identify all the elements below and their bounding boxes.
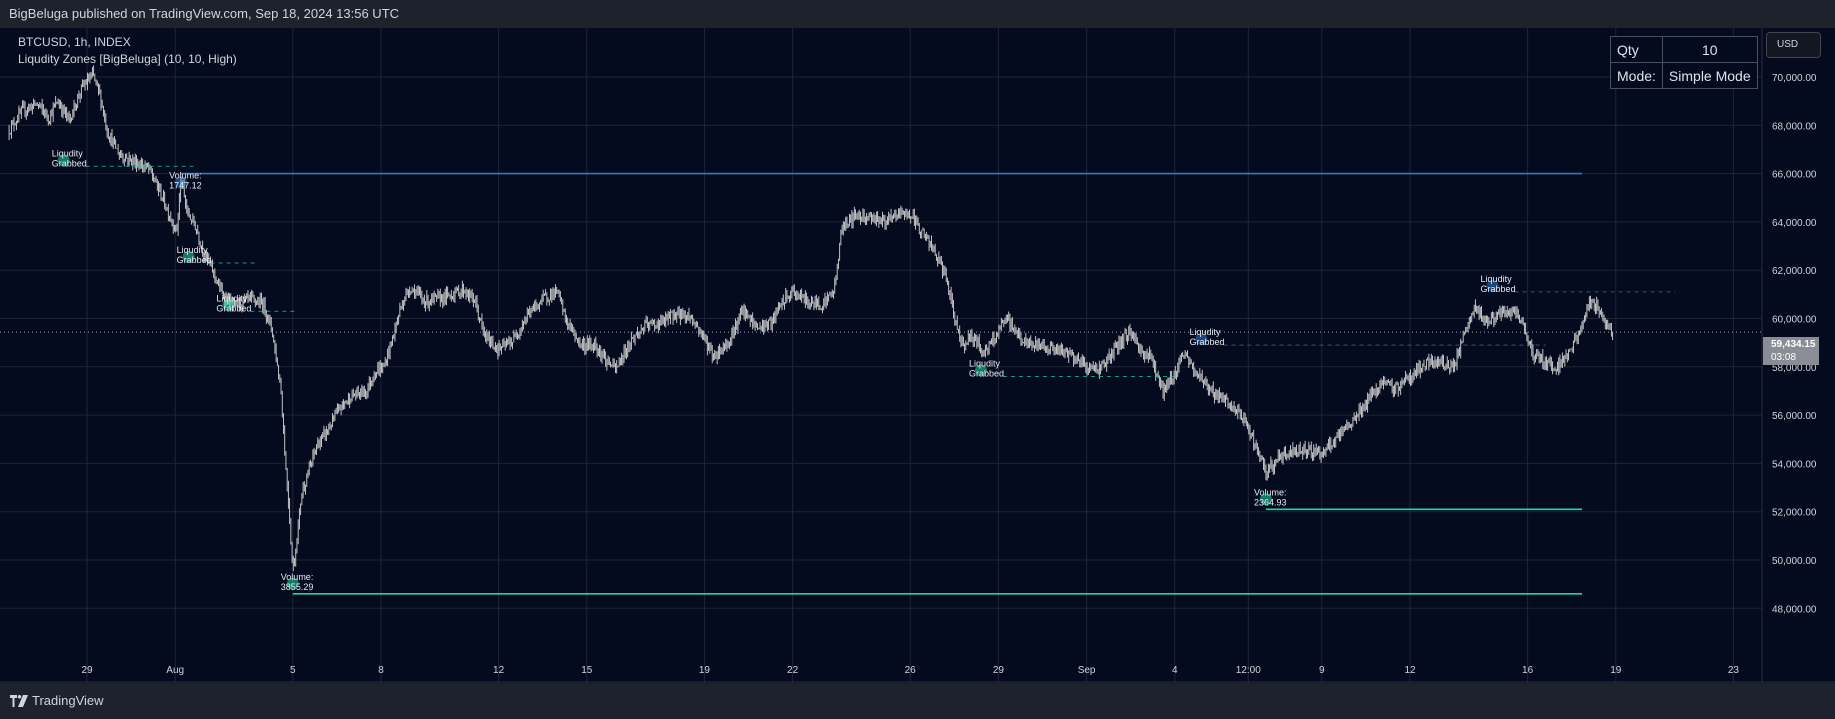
x-tick-label: 29 (81, 665, 93, 676)
grabbed-label-line1: Liqudity (1481, 274, 1513, 284)
grabbed-label-line1: Liqudity (216, 293, 248, 303)
grabbed-marker (182, 250, 195, 263)
x-tick-label: 26 (905, 665, 917, 676)
settings-table: Qty 10 Mode: Simple Mode (1610, 36, 1758, 89)
footer-bar: TradingView (0, 683, 1835, 719)
y-tick-label: 50,000.00 (1772, 556, 1817, 567)
x-tick-label: 12 (1404, 665, 1416, 676)
grabbed-label-line1: Liqudity (1190, 327, 1222, 337)
current-price-tag: 59,434.15 03:08 (1763, 337, 1819, 365)
grabbed-marker (1486, 279, 1499, 292)
bar-countdown: 03:08 (1771, 352, 1797, 363)
y-tick-label: 60,000.00 (1772, 315, 1817, 326)
volume-label-value: 3855.29 (281, 582, 314, 592)
tradingview-icon (10, 695, 28, 707)
publisher-text: BigBeluga published on TradingView.com, … (9, 6, 400, 21)
mode-value: Simple Mode (1661, 62, 1758, 89)
y-tick-label: 48,000.00 (1772, 604, 1817, 615)
x-tick-label: Aug (166, 665, 184, 676)
volume-label-title: Volume: (281, 572, 314, 582)
indicator-label[interactable]: Liqudity Zones [BigBeluga] (10, 10, High… (18, 52, 237, 66)
grabbed-label-line2: Grabbed (177, 255, 212, 265)
grabbed-label-line1: Liqudity (969, 358, 1001, 368)
grabbed-label-line2: Grabbed (969, 368, 1004, 378)
grabbed-label-line2: Grabbed (216, 303, 251, 313)
volume-marker (286, 577, 299, 590)
y-tick-label: 52,000.00 (1772, 508, 1817, 519)
x-tick-label: 9 (1319, 665, 1325, 676)
symbol-label[interactable]: BTCUSD, 1h, INDEX (18, 35, 131, 49)
footer-brand: TradingView (32, 693, 104, 708)
x-tick-label: 16 (1522, 665, 1534, 676)
qty-value: 10 (1661, 36, 1758, 63)
currency-button[interactable]: USD (1766, 32, 1821, 58)
x-tick-label: 15 (581, 665, 593, 676)
x-tick-label: 12:00 (1236, 665, 1261, 676)
volume-marker (175, 176, 188, 189)
y-tick-label: 70,000.00 (1772, 73, 1817, 84)
volume-label-title: Volume: (1254, 487, 1287, 497)
y-tick-label: 68,000.00 (1772, 121, 1817, 132)
y-tick-label: 66,000.00 (1772, 170, 1817, 181)
grabbed-label-line1: Liqudity (177, 245, 209, 255)
chart-legend: BTCUSD, 1h, INDEX Liqudity Zones [BigBel… (18, 34, 237, 68)
x-tick-label: 19 (1610, 665, 1622, 676)
y-tick-label: 62,000.00 (1772, 266, 1817, 277)
x-tick-label: 22 (787, 665, 799, 676)
qty-label: Qty (1610, 36, 1663, 63)
price-chart[interactable]: 48,000.00 50,000.00 52,000.00 54,000.00 56,0… (0, 28, 1835, 683)
grabbed-label-line1: Liqudity (52, 148, 84, 158)
x-tick-label: 5 (290, 665, 296, 676)
chart-area[interactable]: 48,000.00 50,000.00 52,000.00 54,000.00 56,0… (0, 28, 1835, 683)
grabbed-label-line2: Grabbed (1481, 284, 1516, 294)
x-tick-label: 8 (378, 665, 384, 676)
current-price: 59,434.15 (1771, 339, 1816, 350)
grabbed-marker (975, 364, 987, 377)
y-tick-label: 56,000.00 (1772, 411, 1817, 422)
x-tick-label: 23 (1728, 665, 1740, 676)
x-tick-label: 29 (993, 665, 1005, 676)
x-tick-label: 4 (1172, 665, 1178, 676)
grabbed-marker (1195, 333, 1208, 346)
volume-label-value: 1747.12 (169, 181, 202, 191)
volume-label-title: Volume: (169, 171, 202, 181)
tradingview-logo[interactable]: TradingView (10, 683, 104, 719)
x-tick-label: 12 (493, 665, 505, 676)
grabbed-label-line2: Grabbed (52, 158, 87, 168)
y-tick-label: 58,000.00 (1772, 363, 1817, 374)
volume-label-value: 2364.93 (1254, 497, 1287, 507)
x-tick-label: Sep (1078, 665, 1096, 676)
grabbed-label-line2: Grabbed (1190, 337, 1225, 347)
grabbed-marker (57, 154, 70, 167)
y-tick-label: 64,000.00 (1772, 218, 1817, 229)
grabbed-marker (222, 299, 235, 312)
publisher-bar: BigBeluga published on TradingView.com, … (0, 0, 1835, 28)
volume-marker (1259, 493, 1272, 506)
mode-label: Mode: (1610, 62, 1663, 89)
y-tick-label: 54,000.00 (1772, 459, 1817, 470)
x-tick-label: 19 (699, 665, 711, 676)
